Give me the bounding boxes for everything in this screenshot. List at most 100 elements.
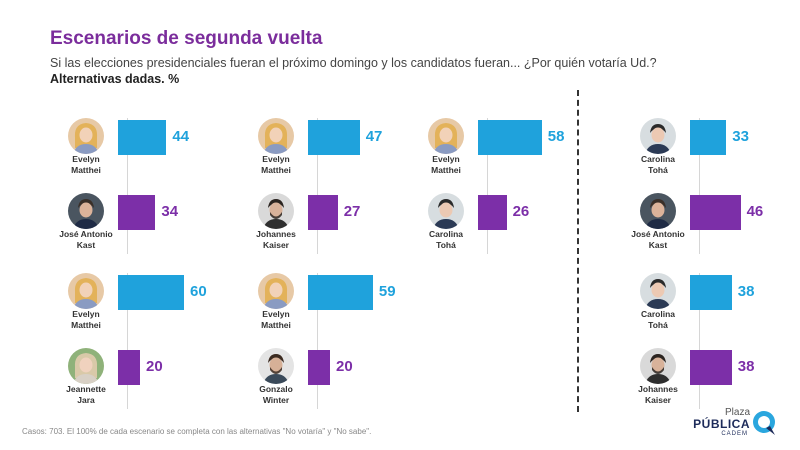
carolina-toha-avatar: [640, 273, 676, 309]
candidate-name-line1: Carolina: [428, 229, 463, 239]
footnote: Casos: 703. El 100% de cada escenario se…: [22, 427, 372, 436]
candidate-name-line2: Kast: [76, 239, 96, 250]
candidate-name-line2: Tohá: [648, 319, 668, 330]
baseline: [127, 118, 128, 254]
candidate-name-line2: Kast: [648, 239, 668, 250]
answer-type-note: Alternativas dadas. %: [50, 72, 180, 86]
bar: [478, 195, 507, 230]
candidate-name-line1: Johannes: [256, 229, 296, 239]
evelyn-matthei-avatar: [258, 273, 294, 309]
evelyn-matthei-avatar: [68, 273, 104, 309]
bar: [308, 195, 338, 230]
bar: [690, 195, 741, 230]
candidate-name: Carolina Tohá: [618, 154, 698, 175]
candidate-name-line2: Winter: [262, 394, 290, 405]
candidate-row: Gonzalo Winter 20: [250, 348, 450, 408]
candidate-name-line2: Tohá: [648, 164, 668, 175]
candidate-row: Carolina Tohá 26: [420, 193, 620, 253]
jeannette-jara-avatar: [68, 348, 104, 384]
candidate-name-line1: Johannes: [638, 384, 678, 394]
bar: [308, 275, 373, 310]
candidate-row: Evelyn Matthei 44: [60, 118, 260, 178]
bar: [118, 120, 167, 155]
candidate-row: Jeannette Jara 20: [60, 348, 260, 408]
candidate-row: Carolina Tohá 38: [632, 273, 800, 333]
bar: [690, 120, 727, 155]
bar: [690, 350, 732, 385]
candidate-name: Carolina Tohá: [618, 309, 698, 330]
baseline: [317, 273, 318, 409]
baseline: [317, 118, 318, 254]
candidate-name-line1: Evelyn: [72, 309, 100, 319]
data-label: 58: [547, 128, 565, 145]
plaza-publica-logo-icon: [753, 411, 775, 435]
candidate-name: Gonzalo Winter: [236, 384, 316, 405]
candidate-row: Evelyn Matthei 59: [250, 273, 450, 333]
baseline: [699, 273, 700, 409]
data-label: 34: [161, 203, 179, 220]
candidate-name-line1: Jeannette: [66, 384, 106, 394]
candidate-name: Evelyn Matthei: [406, 154, 486, 175]
data-label: 20: [336, 358, 353, 375]
johannes-kaiser-avatar: [258, 193, 294, 229]
candidate-row: Evelyn Matthei 58: [420, 118, 620, 178]
logo-line-2: PÚBLICA: [693, 417, 750, 431]
candidate-row: Evelyn Matthei 60: [60, 273, 260, 333]
evelyn-matthei-avatar: [68, 118, 104, 154]
candidate-row: Johannes Kaiser 27: [250, 193, 450, 253]
data-label: 26: [512, 203, 530, 220]
candidate-name: Johannes Kaiser: [618, 384, 698, 405]
bar: [478, 120, 542, 155]
candidate-name-line2: Matthei: [261, 164, 291, 175]
candidate-name-line1: Gonzalo: [259, 384, 293, 394]
candidate-name: Evelyn Matthei: [236, 154, 316, 175]
bar: [308, 120, 360, 155]
data-label: 59: [378, 283, 396, 300]
logo-line-1: Plaza: [724, 407, 750, 418]
candidate-name: Johannes Kaiser: [236, 229, 316, 250]
data-label: 33: [732, 128, 749, 145]
candidate-name-line2: Kaiser: [645, 394, 671, 405]
candidate-name-line2: Tohá: [436, 239, 456, 250]
candidate-name-line2: Matthei: [431, 164, 461, 175]
data-label: 38: [737, 283, 755, 300]
carolina-toha-avatar: [640, 118, 676, 154]
jose-antonio-kast-avatar: [640, 193, 676, 229]
johannes-kaiser-avatar: [640, 348, 676, 384]
data-label: 20: [146, 358, 163, 375]
evelyn-matthei-avatar: [258, 118, 294, 154]
candidate-name: Jeannette Jara: [46, 384, 126, 405]
bar: [690, 275, 732, 310]
candidate-row: Evelyn Matthei 47: [250, 118, 450, 178]
candidate-row: Carolina Tohá 33: [632, 118, 800, 178]
candidate-name: Evelyn Matthei: [46, 154, 126, 175]
page-title: Escenarios de segunda vuelta: [50, 28, 323, 49]
bar: [118, 350, 140, 385]
jose-antonio-kast-avatar: [68, 193, 104, 229]
bar: [118, 195, 156, 230]
candidate-name: Evelyn Matthei: [236, 309, 316, 330]
carolina-toha-avatar: [428, 193, 464, 229]
candidate-row: Johannes Kaiser 38: [632, 348, 800, 408]
candidate-name-line1: Evelyn: [262, 154, 290, 164]
candidate-name-line2: Jara: [77, 394, 95, 405]
candidate-name-line1: José Antonio: [631, 229, 685, 239]
logo-line-3: CADEM: [721, 431, 748, 437]
data-label: 46: [746, 203, 764, 220]
data-label: 27: [343, 203, 361, 220]
section-divider: [577, 90, 579, 412]
candidate-name: Evelyn Matthei: [46, 309, 126, 330]
candidate-name: José Antonio Kast: [46, 229, 126, 250]
candidate-name: Carolina Tohá: [406, 229, 486, 250]
candidate-name-line1: Carolina: [640, 154, 675, 164]
baseline: [487, 118, 488, 254]
baseline: [699, 118, 700, 254]
bar: [118, 275, 184, 310]
candidate-name-line1: Evelyn: [262, 309, 290, 319]
bar: [308, 350, 330, 385]
question-text: Si las elecciones presidenciales fueran …: [50, 56, 657, 70]
candidate-name-line2: Matthei: [71, 319, 101, 330]
candidate-name-line2: Kaiser: [263, 239, 289, 250]
candidate-name-line1: José Antonio: [59, 229, 113, 239]
data-label: 44: [172, 128, 190, 145]
